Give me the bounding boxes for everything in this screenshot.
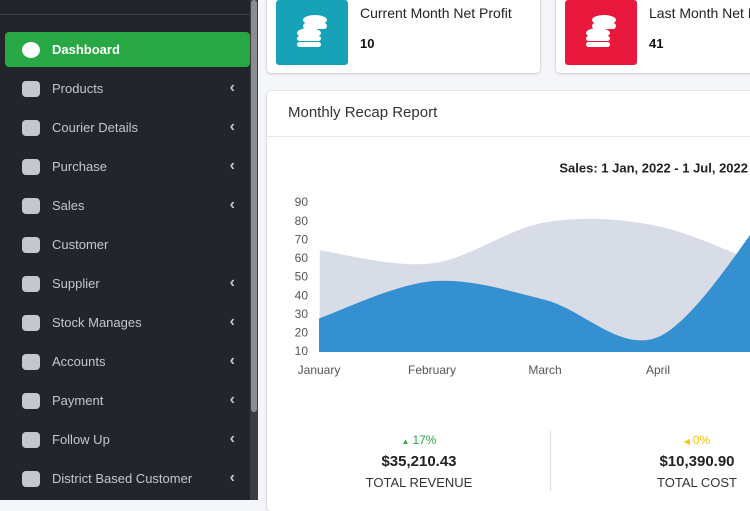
chevron: ‹: [229, 196, 235, 213]
scrollbar-thumb[interactable]: [251, 0, 257, 412]
stat-amount: $10,390.90: [659, 453, 735, 470]
card-icon: [276, 0, 348, 65]
nav-icon: [22, 236, 40, 253]
y-tick-label: 90: [295, 195, 309, 209]
x-tick-label: April: [646, 363, 670, 377]
chevron: ‹: [229, 313, 235, 330]
nav-label: Supplier: [52, 276, 100, 291]
stat-amount: $35,210.43: [381, 453, 457, 470]
card-icon: [565, 0, 637, 65]
card-label: Last Month Net Profit: [649, 5, 750, 21]
nav-icon: [22, 158, 40, 175]
stat-change: ▲ 17%: [319, 433, 519, 447]
chart: Sales: 1 Jan, 2022 - 1 Jul, 2022 10 20 30 40…: [295, 160, 750, 377]
nav-label: Accounts: [52, 354, 106, 369]
y-tick-label: 70: [295, 232, 309, 246]
chevron: ‹: [229, 352, 235, 369]
nav-item[interactable]: Dashboard: [5, 32, 250, 67]
y-tick-label: 20: [295, 326, 309, 340]
nav-item[interactable]: Sales ‹: [5, 188, 250, 223]
nav-label: Dashboard: [52, 42, 120, 57]
sidebar: Dashboard Products ‹ Courier Details ‹ Purcha…: [0, 0, 258, 500]
nav-item[interactable]: Stock Manages ‹: [5, 305, 250, 340]
y-tick-label: 40: [295, 288, 309, 302]
y-tick-label: 60: [295, 251, 309, 265]
nav-item[interactable]: Follow Up ‹: [5, 422, 250, 457]
nav-item[interactable]: Courier Details ‹: [5, 110, 250, 145]
nav-label: Payment: [52, 393, 104, 408]
y-tick-label: 30: [295, 307, 309, 321]
nav-label: Stock Manages: [52, 315, 142, 330]
chevron: ‹: [229, 79, 235, 96]
nav-item[interactable]: Accounts ‹: [5, 344, 250, 379]
nav-icon: [22, 470, 40, 487]
nav-label: Follow Up: [52, 432, 110, 447]
x-tick-label: February: [408, 363, 456, 377]
x-tick-label: January: [298, 363, 341, 377]
panel-title: Monthly Recap Report: [288, 104, 438, 121]
chart-title: Sales: 1 Jan, 2022 - 1 Jul, 2022: [559, 160, 748, 175]
y-tick-label: 50: [295, 270, 309, 284]
stat-card: Last Month Net Profit 41: [556, 0, 750, 73]
arrow-icon: ◀: [683, 437, 690, 446]
chevron: ‹: [229, 274, 235, 291]
x-tick-label: March: [528, 363, 561, 377]
stat: ◀ 0% $10,390.90 TOTAL COST: [597, 433, 750, 490]
change-value: 0%: [692, 433, 711, 447]
area: [319, 235, 750, 352]
nav-icon: [22, 41, 40, 58]
nav-label: Customer: [52, 237, 109, 252]
nav-icon: [22, 275, 40, 292]
nav-label: Sales: [52, 198, 85, 213]
arrow-icon: ▲: [401, 437, 410, 446]
separator: [0, 14, 250, 15]
divider: [550, 431, 551, 491]
nav-icon: [22, 80, 40, 97]
nav-icon: [22, 392, 40, 409]
nav-item[interactable]: District Based Customer ‹: [5, 461, 250, 496]
stat-label: TOTAL REVENUE: [365, 475, 473, 490]
chevron: ‹: [229, 118, 235, 135]
nav-icon: [22, 119, 40, 136]
card-value: 41: [649, 36, 664, 51]
nav-label: District Based Customer: [52, 471, 193, 486]
change-value: 17%: [412, 433, 437, 447]
y-tick-label: 80: [295, 214, 309, 228]
nav-item[interactable]: Products ‹: [5, 71, 250, 106]
chevron: ‹: [229, 469, 235, 486]
nav-icon: [22, 314, 40, 331]
nav-label: Products: [52, 81, 104, 96]
card-label: Current Month Net Profit: [360, 5, 512, 21]
nav-icon: [22, 431, 40, 448]
nav-item[interactable]: Purchase ‹: [5, 149, 250, 184]
stat-label: TOTAL COST: [657, 475, 737, 490]
nav-label: Courier Details: [52, 120, 138, 135]
chevron: ‹: [229, 157, 235, 174]
y-tick-label: 10: [295, 344, 309, 358]
nav-item[interactable]: Supplier ‹: [5, 266, 250, 301]
nav-icon: [22, 353, 40, 370]
nav-item[interactable]: Payment ‹: [5, 383, 250, 418]
chevron: ‹: [229, 391, 235, 408]
coins-icon: [586, 15, 616, 47]
recap-panel: Monthly Recap Report Sales: 1 Jan, 2022 …: [267, 91, 750, 511]
stat: ▲ 17% $35,210.43 TOTAL REVENUE: [319, 433, 519, 490]
stat-change: ◀ 0%: [597, 433, 750, 447]
divider: [267, 136, 750, 137]
card-value: 10: [360, 36, 375, 51]
nav-item[interactable]: Customer: [5, 227, 250, 262]
nav-icon: [22, 197, 40, 214]
chevron: ‹: [229, 430, 235, 447]
nav-label: Purchase: [52, 159, 107, 174]
stat-card: Current Month Net Profit 10: [267, 0, 540, 73]
coins-icon: [297, 15, 327, 47]
